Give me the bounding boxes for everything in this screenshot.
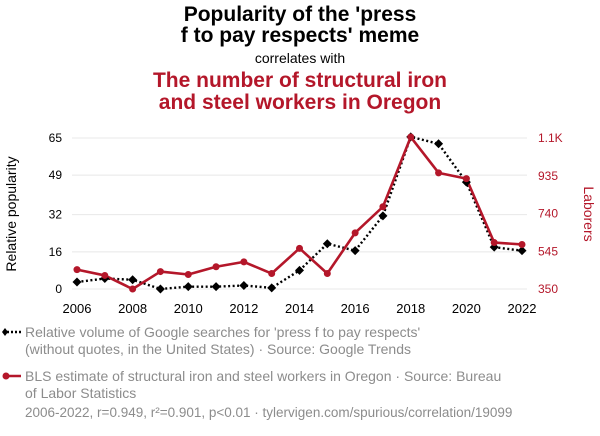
data-point-google-2012 bbox=[239, 281, 249, 291]
data-point-bls-2008 bbox=[129, 285, 137, 293]
footer-stats: 2006-2022, r=0.949, r²=0.901, p<0.01 · t… bbox=[25, 405, 513, 420]
data-point-bls-2011 bbox=[212, 263, 220, 271]
x-tick-label: 2016 bbox=[341, 301, 370, 316]
data-point-google-2019 bbox=[434, 139, 444, 149]
series-markers bbox=[72, 132, 527, 294]
right-axis-ticks: 1.1K 935 740 545 350 bbox=[538, 131, 563, 296]
title2-line-2: and steel workers in Oregon bbox=[158, 91, 442, 114]
data-point-google-2015 bbox=[322, 239, 332, 249]
x-tick-label: 2022 bbox=[508, 301, 537, 316]
right-axis-label: Laborers bbox=[581, 186, 597, 241]
legend-text-line-2: of Labor Statistics bbox=[25, 385, 137, 401]
legend-marker-solid-circle bbox=[2, 372, 21, 380]
series-line-1 bbox=[76, 135, 523, 291]
data-point-bls-2022 bbox=[518, 240, 526, 248]
x-tick-label: 2012 bbox=[229, 301, 258, 316]
title-line-2: f to pay respects' meme bbox=[180, 24, 420, 47]
data-point-google-2013 bbox=[267, 283, 277, 293]
data-point-google-2008 bbox=[128, 275, 138, 285]
left-tick-label: 16 bbox=[49, 245, 63, 259]
data-point-bls-2020 bbox=[462, 175, 470, 183]
legend-item-bls: BLS estimate of structural iron and stee… bbox=[0, 368, 600, 402]
x-tick-label: 2010 bbox=[174, 301, 203, 316]
data-point-bls-2013 bbox=[268, 270, 276, 278]
data-point-google-2014 bbox=[295, 265, 304, 275]
data-point-bls-2007 bbox=[101, 271, 109, 279]
left-tick-label: 0 bbox=[55, 282, 62, 296]
x-tick-label: 2008 bbox=[118, 301, 147, 316]
chart-subtitle: correlates with bbox=[254, 50, 346, 66]
chart-title-secondary: The number of structural iron and steel … bbox=[0, 70, 600, 114]
right-tick-label: 545 bbox=[538, 244, 558, 258]
legend-item-google: Relative volume of Google searches for '… bbox=[0, 324, 600, 358]
data-point-google-2016 bbox=[350, 246, 360, 256]
left-axis-label: Relative popularity bbox=[3, 156, 19, 271]
data-point-google-2006 bbox=[72, 277, 82, 287]
data-point-bls-2012 bbox=[240, 258, 248, 266]
x-tick-label: 2020 bbox=[452, 301, 481, 316]
right-tick-label: 1.1K bbox=[538, 131, 563, 145]
legend-text-line-1: BLS estimate of structural iron and stee… bbox=[25, 368, 502, 384]
right-tick-label: 740 bbox=[538, 207, 558, 221]
data-point-bls-2016 bbox=[351, 229, 359, 237]
left-tick-label: 49 bbox=[49, 168, 63, 182]
left-axis-ticks: 65 49 32 16 0 bbox=[49, 131, 63, 296]
data-point-bls-2014 bbox=[296, 244, 303, 252]
data-point-bls-2009 bbox=[156, 268, 164, 276]
data-point-bls-2015 bbox=[323, 270, 331, 278]
right-tick-label: 935 bbox=[538, 169, 558, 183]
title2-line-1: The number of structural iron bbox=[152, 69, 448, 92]
x-tick-label: 2014 bbox=[285, 301, 314, 316]
chart-title-primary: Popularity of the 'press f to pay respec… bbox=[0, 4, 600, 46]
data-point-bls-2018 bbox=[407, 133, 415, 141]
x-axis-ticks: 2006 2008 2010 2012 2014 2016 2018 2020 2022 bbox=[63, 301, 537, 316]
left-tick-label: 32 bbox=[49, 208, 63, 222]
legend-text-line-1: Relative volume of Google searches for '… bbox=[25, 324, 421, 340]
x-tick-label: 2006 bbox=[63, 301, 92, 316]
right-tick-label: 350 bbox=[538, 282, 558, 296]
x-tick-label: 2018 bbox=[396, 301, 425, 316]
data-point-bls-2010 bbox=[184, 270, 192, 278]
data-point-google-2017 bbox=[378, 211, 388, 221]
left-tick-label: 65 bbox=[49, 131, 63, 145]
data-point-google-2010 bbox=[183, 282, 193, 292]
legend-text-line-2: (without quotes, in the United States) ·… bbox=[25, 341, 411, 357]
data-point-bls-2021 bbox=[490, 239, 498, 247]
data-point-google-2011 bbox=[211, 282, 221, 292]
data-point-bls-2017 bbox=[379, 203, 387, 211]
data-point-bls-2019 bbox=[435, 169, 443, 177]
data-point-bls-2006 bbox=[73, 266, 81, 274]
data-point-google-2009 bbox=[155, 284, 165, 294]
data-point-google-2022 bbox=[517, 246, 527, 256]
title-line-1: Popularity of the 'press bbox=[183, 3, 417, 26]
legend-marker-dotted-diamond bbox=[2, 328, 21, 336]
